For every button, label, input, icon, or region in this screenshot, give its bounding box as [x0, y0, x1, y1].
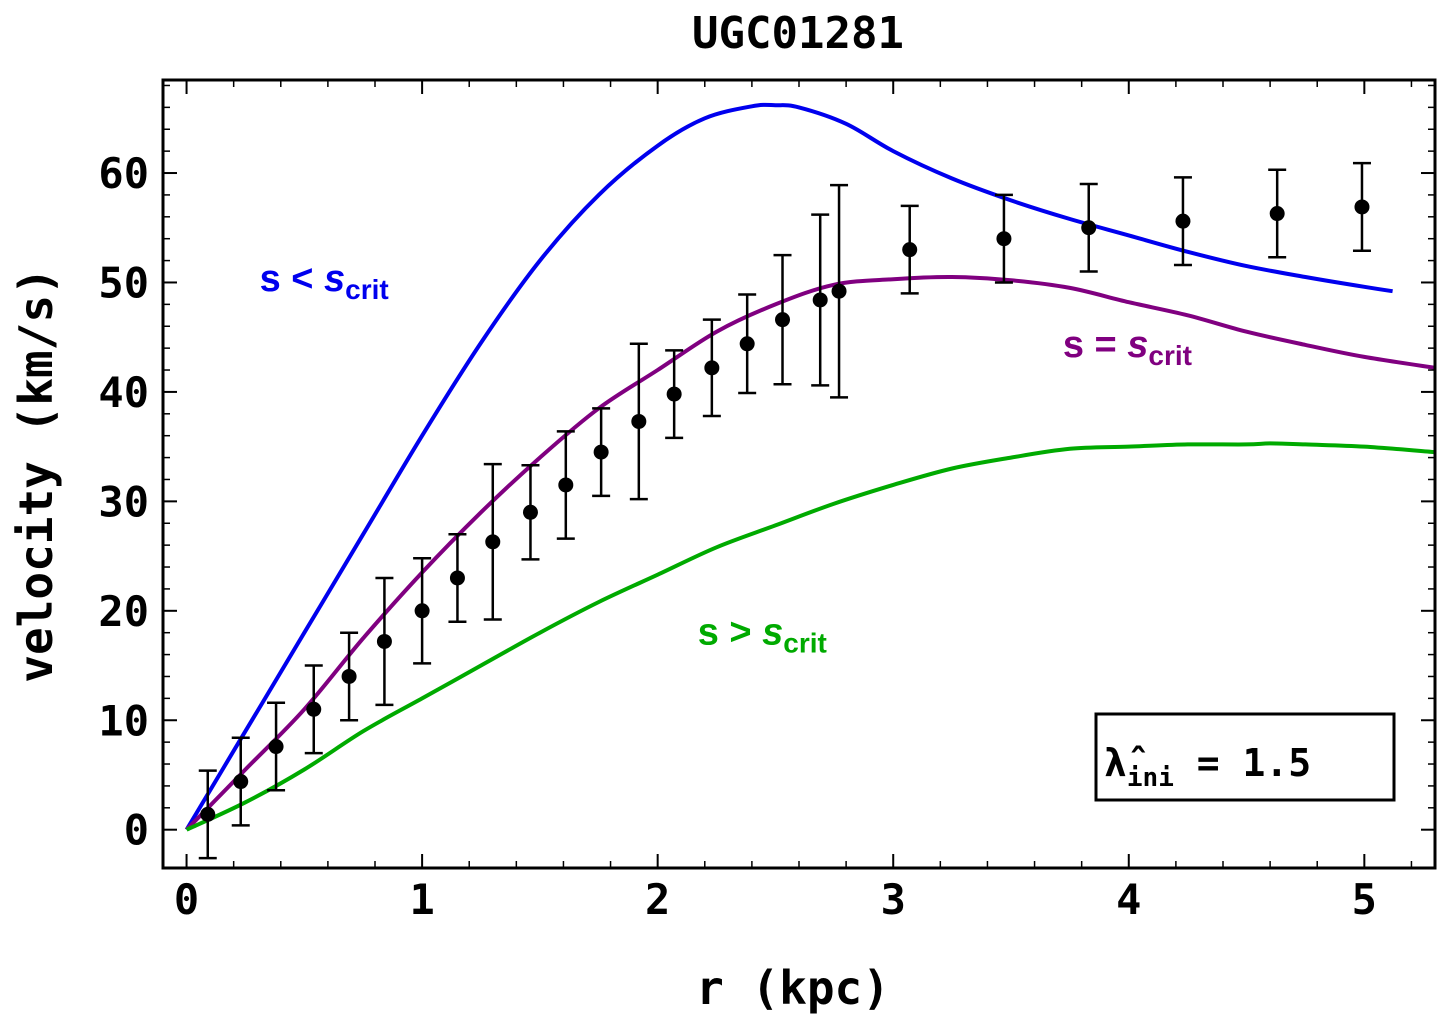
data-point-group [267, 701, 286, 792]
annotation-s-symbol: s [1127, 324, 1148, 366]
data-point [1081, 220, 1097, 236]
annotation-s-symbol: s [324, 258, 345, 300]
data-point [1269, 206, 1285, 222]
parameter-value: = 1.5 [1174, 741, 1311, 785]
annotation-subscript: crit [345, 274, 389, 305]
data-point-group [629, 342, 648, 501]
data-point-group [483, 462, 502, 621]
series-line-1 [184, 102, 1393, 831]
data-point [200, 806, 216, 822]
x-tick-label: 5 [1352, 875, 1377, 924]
x-tick-label: 2 [645, 875, 670, 924]
y-tick-label: 20 [98, 587, 149, 636]
data-point-group [1352, 161, 1371, 252]
data-point-group [413, 557, 432, 665]
data-point [1175, 213, 1191, 229]
data-point [449, 570, 465, 586]
annotation-subscript: crit [783, 628, 827, 659]
data-point [775, 312, 791, 328]
data-point-group [1079, 182, 1098, 273]
data-point [522, 504, 538, 520]
data-point [902, 242, 918, 258]
data-point-group [994, 193, 1013, 284]
data-point-group [448, 532, 467, 623]
data-point [233, 774, 249, 790]
data-point-group [811, 213, 830, 387]
x-axis-label: r (kpc) [696, 961, 890, 1015]
data-point-group [304, 664, 323, 755]
series-line-2 [185, 274, 1435, 832]
plot-frame [161, 78, 1437, 870]
data-point [704, 360, 720, 376]
data-point-group [375, 576, 394, 707]
data-point [739, 336, 755, 352]
y-tick-label: 0 [124, 806, 149, 855]
data-point-group [521, 463, 540, 561]
curve-annotation-3: s > scrit [698, 612, 827, 659]
data-point-group [830, 183, 849, 399]
annotation-s-symbol: s [762, 612, 783, 654]
series-line-3 [185, 441, 1435, 832]
data-point [485, 534, 501, 550]
data-point-group [738, 293, 757, 395]
y-tick-label: 10 [98, 696, 149, 745]
annotation-subscript: crit [1148, 340, 1192, 371]
data-point-group [1173, 176, 1192, 267]
annotation-text: s > [698, 612, 762, 654]
data-point-group [773, 253, 792, 386]
data-point [631, 413, 647, 429]
data-point [812, 292, 828, 308]
x-tick-label: 3 [881, 875, 906, 924]
curve-annotation-1: s < scrit [260, 258, 389, 305]
data-point [376, 633, 392, 649]
annotation-text: s = [1063, 324, 1127, 366]
parameter-subscript: ini [1127, 763, 1174, 793]
data-point [341, 668, 357, 684]
data-point-group [198, 769, 217, 860]
data-point [414, 603, 430, 619]
data-point [996, 231, 1012, 247]
data-point [593, 444, 609, 460]
x-tick-label: 0 [174, 875, 199, 924]
data-point-group [592, 407, 611, 498]
parameter-box-frame [1094, 712, 1396, 802]
data-point [666, 386, 682, 402]
data-point-group [340, 631, 359, 722]
x-tick-label: 4 [1116, 875, 1141, 924]
chart-title: UGC01281 [692, 8, 904, 59]
x-tick-label: 1 [409, 875, 434, 924]
data-point [558, 477, 574, 493]
data-point [268, 739, 284, 755]
data-point [306, 701, 322, 717]
y-tick-label: 30 [98, 477, 149, 526]
parameter-box: λ̂ini = 1.5 [1094, 712, 1396, 802]
data-point-group [231, 736, 250, 827]
data-point [1354, 199, 1370, 215]
data-point-group [556, 430, 575, 540]
data-point-group [1268, 168, 1287, 259]
y-tick-label: 50 [98, 258, 149, 307]
annotation-text: s < [260, 258, 324, 300]
y-axis-label: velocity (km/s) [9, 267, 63, 682]
y-tick-label: 40 [98, 368, 149, 417]
plot-area [184, 102, 1435, 860]
data-point-group [702, 318, 721, 418]
data-point-group [665, 349, 684, 440]
curve-annotation-2: s = scrit [1063, 324, 1192, 371]
y-tick-label: 60 [98, 149, 149, 198]
data-point-group [900, 204, 919, 295]
data-point [831, 283, 847, 299]
